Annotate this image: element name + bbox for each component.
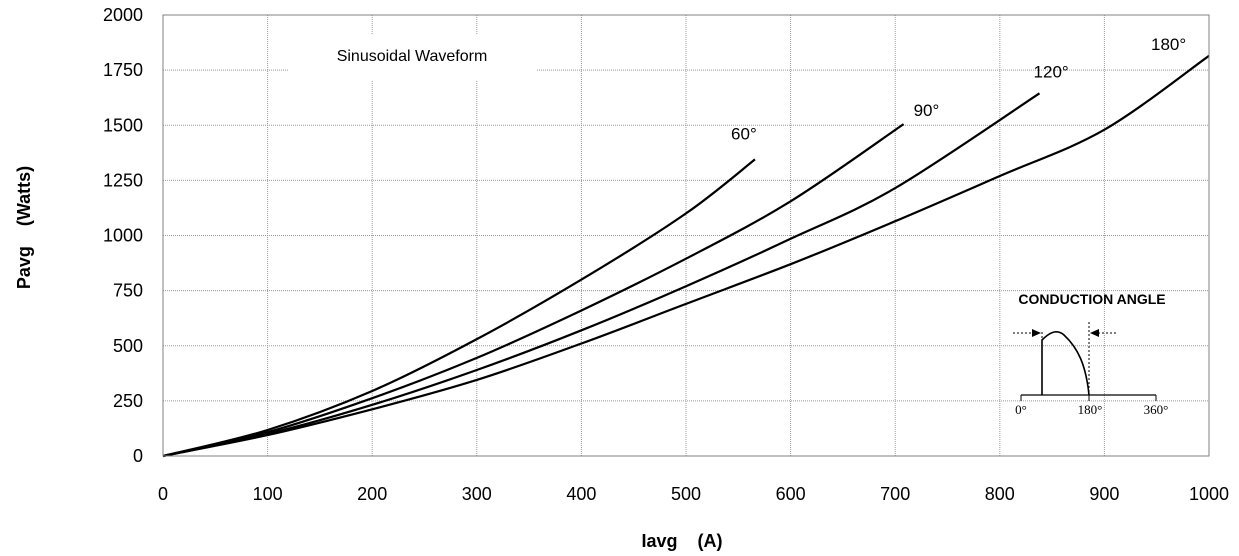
y-tick-label-500: 500 <box>113 336 143 356</box>
curve-90-deg <box>162 123 905 458</box>
y-tick-label-1250: 1250 <box>103 170 143 190</box>
curve-label-90-deg: 90° <box>914 101 940 120</box>
curve-label-180-deg: 180° <box>1151 35 1186 54</box>
curve-labels: 60° 90° 120° 180° <box>731 35 1186 144</box>
curve-120-deg <box>162 92 1041 458</box>
x-tick-label-0: 0 <box>158 484 168 504</box>
inset-waveform <box>1041 331 1090 396</box>
annotation-sinusoidal-waveform: Sinusoidal Waveform <box>337 48 488 65</box>
grid <box>163 15 1209 456</box>
y-tick-label-750: 750 <box>113 281 143 301</box>
y-tick-label-1500: 1500 <box>103 115 143 135</box>
x-tick-label-400: 400 <box>566 484 596 504</box>
annotation-background <box>288 34 536 80</box>
x-tick-label-900: 900 <box>1089 484 1119 504</box>
x-tick-label-500: 500 <box>671 484 701 504</box>
x-tick-label-600: 600 <box>776 484 806 504</box>
x-axis-title: Iavg (A) <box>641 531 722 551</box>
inset-left-arrowhead <box>1032 329 1041 337</box>
y-tick-label-1000: 1000 <box>103 226 143 246</box>
inset-tick-label-180: 180° <box>1078 402 1103 417</box>
y-tick-label-1750: 1750 <box>103 60 143 80</box>
x-tick-label-100: 100 <box>253 484 283 504</box>
y-tick-label-250: 250 <box>113 391 143 411</box>
conduction-angle-inset: CONDUCTION ANGLE 0° 180° 360° <box>1013 291 1168 417</box>
plot-area-border <box>162 14 1210 457</box>
curve-label-60-deg: 60° <box>731 124 757 143</box>
inset-title: CONDUCTION ANGLE <box>1018 291 1165 307</box>
x-tick-label-1000: 1000 <box>1189 484 1229 504</box>
y-tick-label-2000: 2000 <box>103 5 143 25</box>
curves <box>162 54 1210 458</box>
x-tick-label-300: 300 <box>462 484 492 504</box>
curve-180-deg <box>162 54 1210 458</box>
x-tick-labels: 0 100 200 300 400 500 600 700 800 900 1000 <box>158 484 1229 504</box>
x-tick-label-200: 200 <box>357 484 387 504</box>
inset-right-arrowhead <box>1090 329 1099 337</box>
y-tick-label-0: 0 <box>133 446 143 466</box>
y-axis-title: Pavg (Watts) <box>14 166 34 289</box>
x-tick-label-700: 700 <box>880 484 910 504</box>
x-tick-label-800: 800 <box>985 484 1015 504</box>
y-tick-labels: 0 250 500 750 1000 1250 1500 1750 2000 <box>103 5 143 466</box>
inset-tick-label-360: 360° <box>1144 402 1169 417</box>
curve-label-120-deg: 120° <box>1034 62 1069 81</box>
curve-60-deg <box>162 158 756 458</box>
inset-tick-label-0: 0° <box>1015 402 1027 417</box>
